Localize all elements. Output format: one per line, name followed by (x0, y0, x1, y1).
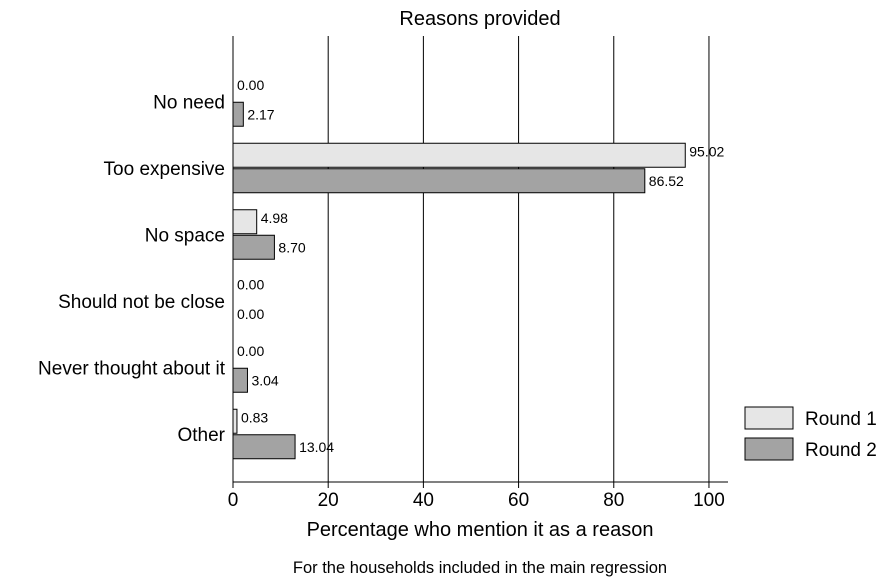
x-tick-label: 40 (413, 490, 434, 511)
chart-note: For the households included in the main … (293, 559, 667, 577)
legend-swatch (744, 437, 794, 461)
data-label: 13.04 (299, 439, 334, 455)
data-label: 0.00 (237, 276, 264, 292)
bar-round-2 (232, 367, 248, 393)
category-label: No need (153, 93, 225, 114)
x-tick-label: 100 (693, 490, 725, 511)
data-label: 0.83 (241, 409, 268, 425)
bar-round-2 (232, 168, 646, 194)
data-label: 0.00 (237, 77, 264, 93)
bar-round-2 (232, 101, 244, 127)
x-tick-label: 80 (603, 490, 624, 511)
data-label: 0.00 (237, 343, 264, 359)
x-axis-ticks: 0 20 40 60 80 100 (228, 482, 725, 511)
legend-label: Round 1 (805, 409, 877, 430)
category-label: Other (177, 425, 225, 446)
legend-label: Round 2 (805, 440, 877, 461)
x-axis-label: Percentage who mention it as a reason (307, 519, 654, 541)
value-labels: 0.00 2.17 95.02 86.52 4.98 8.70 0.00 0.00 0.00 3.… (237, 77, 725, 455)
x-tick-label: 0 (228, 490, 239, 511)
data-label: 3.04 (251, 372, 278, 388)
category-label: Too expensive (104, 159, 225, 180)
data-label: 4.98 (261, 210, 288, 226)
category-label: Should not be close (58, 292, 225, 313)
x-tick-label: 60 (508, 490, 529, 511)
data-label: 95.02 (689, 143, 724, 159)
category-label: No space (145, 226, 225, 247)
data-label: 8.70 (278, 239, 305, 255)
bars (232, 101, 686, 460)
bar-round-1 (232, 142, 686, 168)
bar-round-1 (232, 209, 258, 235)
data-label: 2.17 (247, 106, 274, 122)
data-label: 86.52 (649, 173, 684, 189)
bar-round-2 (232, 434, 296, 460)
data-label: 0.00 (237, 306, 264, 322)
legend: Round 1 Round 2 (744, 406, 877, 461)
chart-title: Reasons provided (399, 8, 560, 30)
category-labels: No need Too expensive No space Should not b… (38, 93, 226, 447)
category-label: Never thought about it (38, 359, 226, 380)
legend-swatch (744, 406, 794, 430)
x-tick-label: 20 (318, 490, 339, 511)
bar-round-2 (232, 234, 275, 260)
gridlines (232, 36, 710, 482)
bar-round-1 (232, 408, 238, 434)
